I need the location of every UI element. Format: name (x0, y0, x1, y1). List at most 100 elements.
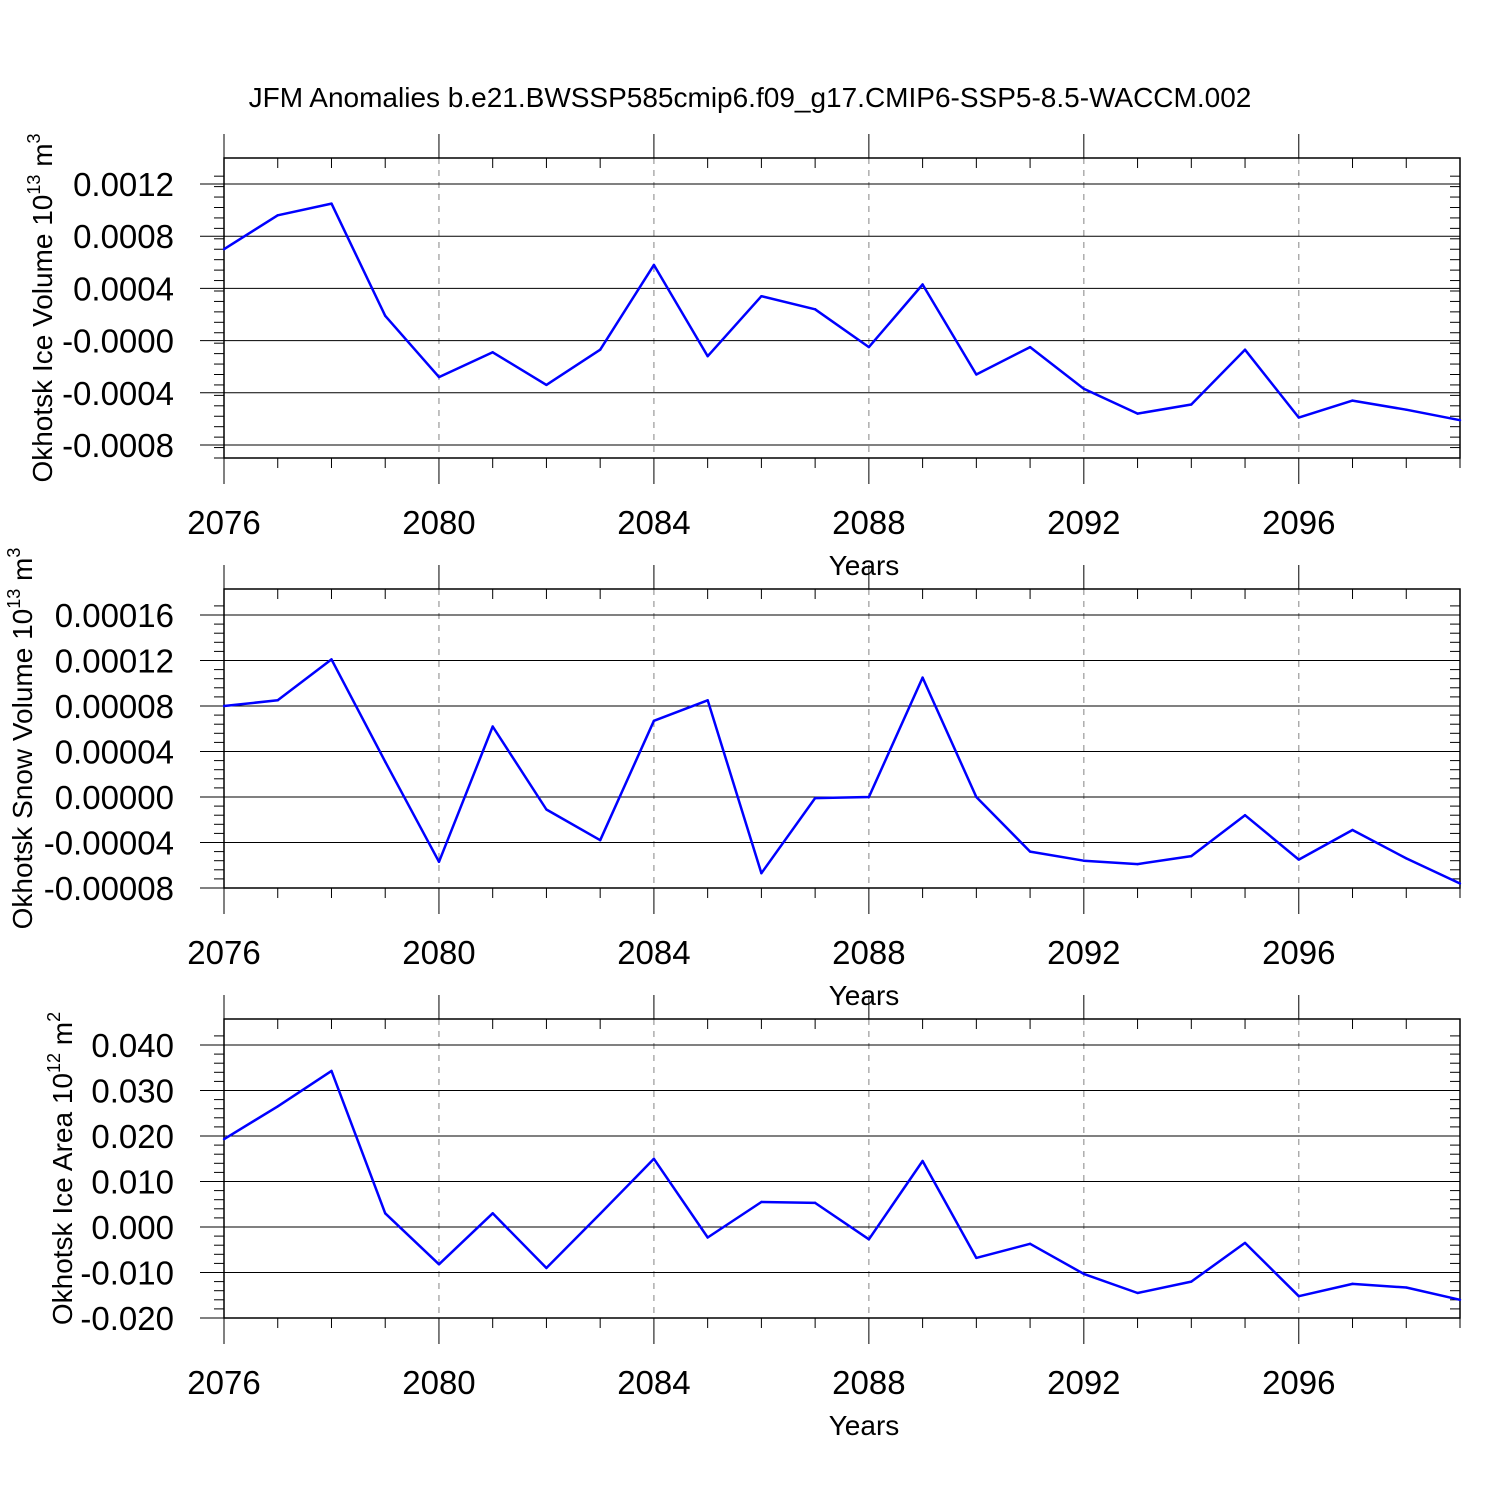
data-point (867, 1238, 871, 1241)
data-point (760, 872, 763, 875)
data-point (1405, 408, 1408, 411)
y-tick-label: -0.0004 (62, 375, 174, 412)
data-point (491, 1212, 494, 1215)
data-point (760, 295, 763, 298)
data-point (276, 214, 279, 217)
data-point (276, 1105, 279, 1108)
y-tick-label: 0.0008 (73, 218, 174, 255)
data-point (1351, 399, 1354, 402)
data-point (1136, 1291, 1139, 1295)
data-point (1136, 412, 1139, 415)
data-point (867, 795, 871, 799)
x-tick-label: 2084 (617, 504, 690, 541)
data-point (1028, 1242, 1032, 1246)
figure-title: JFM Anomalies b.e21.BWSSP585cmip6.f09_g1… (249, 82, 1252, 113)
x-tick-label: 2092 (1047, 934, 1120, 971)
y-tick-label: 0.00012 (55, 643, 174, 680)
data-point (330, 658, 333, 661)
data-point (1082, 859, 1086, 862)
data-point (1190, 403, 1193, 406)
data-point (1351, 828, 1354, 832)
data-point (384, 1212, 387, 1215)
data-point (598, 1212, 602, 1216)
y-tick-label: -0.0008 (62, 427, 174, 464)
data-point (437, 375, 441, 379)
data-point (813, 308, 817, 311)
y-tick-label: 0.0004 (73, 270, 174, 307)
data-point (1136, 862, 1139, 866)
data-point (1405, 1286, 1408, 1289)
data-point (330, 1069, 333, 1073)
data-point (652, 1157, 656, 1160)
data-point (1243, 814, 1247, 817)
data-point (598, 348, 602, 351)
series-line (223, 658, 1461, 885)
data-point (437, 1263, 441, 1266)
y-tick-label: 0.0012 (73, 166, 174, 203)
x-tick-label: 2096 (1262, 504, 1335, 541)
x-tick-label: 2096 (1262, 934, 1335, 971)
data-point (1243, 1241, 1247, 1245)
series-line (223, 202, 1461, 422)
y-axis-label: Okhotsk Ice Volume 1013 m3 (24, 133, 58, 482)
y-tick-label: 0.030 (91, 1073, 174, 1110)
x-tick-label: 2092 (1047, 1364, 1120, 1401)
data-point (1082, 1272, 1086, 1276)
data-point (437, 860, 441, 864)
data-point (813, 1201, 817, 1205)
x-axis-label: Years (829, 550, 900, 581)
x-tick-label: 2096 (1262, 1364, 1335, 1401)
data-point (1458, 418, 1462, 422)
panel-3: 0.040 0.030 0.020 0.010 0.000 -0.010 -0.020 207… (44, 995, 1462, 1441)
data-point (1297, 416, 1300, 419)
data-point (276, 699, 279, 702)
data-point (706, 355, 709, 358)
data-point (1028, 850, 1032, 853)
y-tick-label: -0.010 (80, 1255, 174, 1292)
plot-frame (223, 157, 1461, 459)
y-tick-label: 0.00016 (55, 597, 174, 634)
data-point (652, 263, 656, 267)
data-point (975, 795, 978, 799)
data-point (1405, 857, 1408, 860)
data-point (813, 796, 817, 800)
y-tick-label: -0.020 (80, 1300, 174, 1337)
data-point (1458, 882, 1462, 885)
data-point (598, 839, 602, 842)
data-point (545, 383, 548, 387)
x-tick-label: 2080 (402, 934, 475, 971)
x-axis-label: Years (829, 980, 900, 1011)
data-point (222, 248, 226, 251)
data-point (330, 202, 333, 205)
data-point (491, 351, 494, 354)
data-point (1243, 348, 1247, 351)
data-point (1351, 1282, 1354, 1286)
x-tick-label: 2088 (832, 504, 905, 541)
data-point (867, 345, 871, 349)
y-tick-label: 0.020 (91, 1118, 174, 1155)
x-tick-label: 2084 (617, 934, 690, 971)
y-tick-label: 0.040 (91, 1027, 174, 1064)
data-point (545, 1266, 548, 1270)
data-point (921, 283, 924, 286)
y-tick-label: 0.00000 (55, 779, 174, 816)
data-point (975, 373, 978, 376)
data-point (760, 1200, 763, 1204)
data-point (1297, 1294, 1300, 1298)
data-point (1190, 854, 1193, 858)
data-point (706, 699, 709, 702)
y-tick-label: 0.000 (91, 1209, 174, 1246)
x-tick-label: 2088 (832, 1364, 905, 1401)
series-line (223, 1069, 1461, 1302)
y-axis-label: Okhotsk Snow Volume 1013 m3 (4, 548, 38, 930)
data-point (545, 808, 548, 811)
data-point (222, 1137, 226, 1141)
x-tick-label: 2076 (187, 504, 260, 541)
data-point (491, 725, 494, 728)
data-point (1028, 345, 1032, 349)
plot-frame (223, 588, 1461, 889)
panel-1: 0.0012 0.0008 0.0004 -0.0000 -0.0004 -0.0008 2… (24, 133, 1462, 581)
y-tick-label: -0.0000 (62, 323, 174, 360)
data-point (921, 1159, 924, 1163)
